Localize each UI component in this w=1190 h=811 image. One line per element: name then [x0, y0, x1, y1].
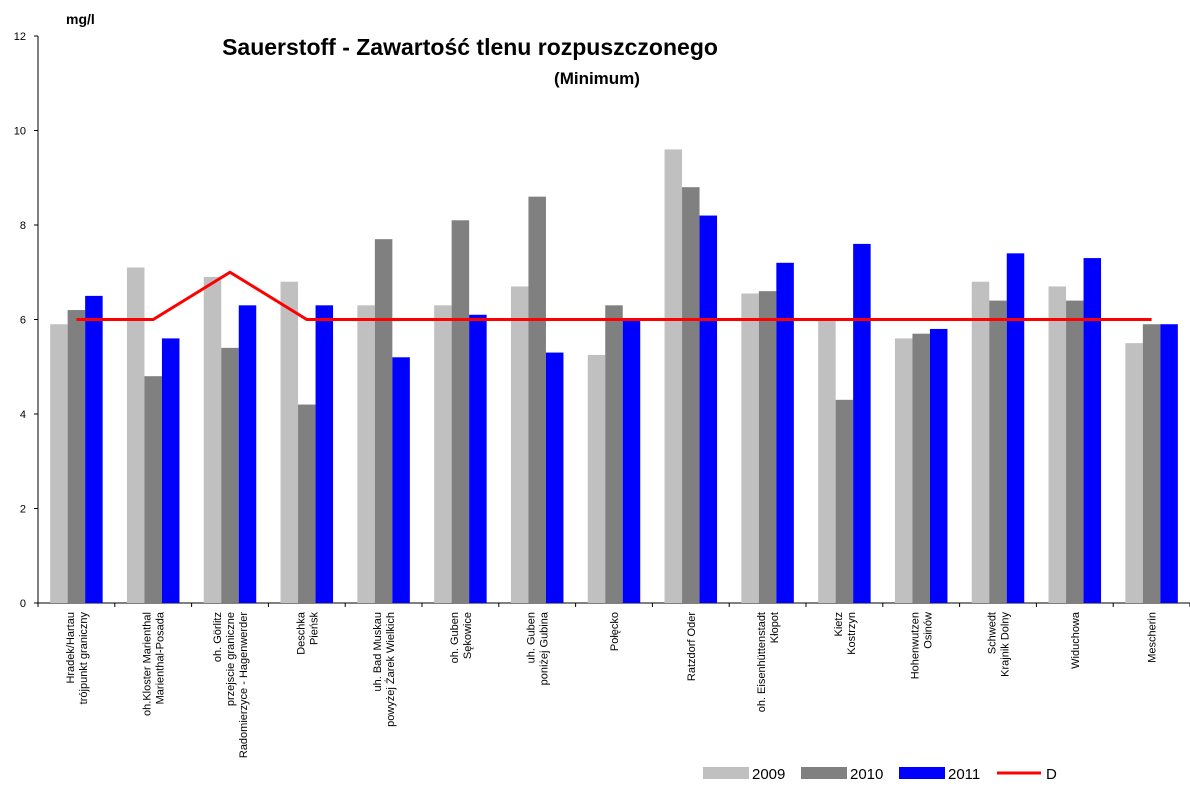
x-tick-label: Kłopot [769, 612, 781, 643]
bar [221, 347, 239, 603]
bar [315, 305, 334, 603]
bar [929, 328, 948, 603]
x-tick-label: Radomierzyce - Hagenwerder [238, 612, 250, 758]
bar [1142, 324, 1161, 603]
bar [203, 276, 222, 603]
bar [374, 239, 393, 604]
x-tick-label: Krajnik Dolny [1000, 612, 1012, 677]
x-tick-label: Deschka [295, 611, 307, 655]
x-tick-label: Mescherin [1147, 612, 1159, 663]
bar [161, 338, 180, 603]
bar [741, 293, 759, 603]
y-tick-label: 12 [14, 31, 26, 43]
x-tick-label: oh. Eisenhüttenstadt [756, 612, 768, 712]
bar [1125, 343, 1143, 603]
bar [1066, 300, 1084, 603]
bar [528, 196, 546, 603]
y-tick-label: 6 [20, 315, 26, 327]
bar [1006, 253, 1025, 603]
bar [835, 399, 854, 603]
bar [451, 220, 470, 603]
x-tick-label: przejscie graniczne [225, 612, 237, 706]
bar [50, 324, 68, 603]
bar [469, 314, 487, 603]
x-tick-label: oh.Kloster Marienthal [142, 612, 154, 716]
bar [1083, 258, 1102, 603]
bar [818, 319, 836, 603]
bar [510, 286, 529, 603]
legend-swatch [899, 767, 945, 779]
legend-label: 2011 [948, 766, 980, 783]
y-tick-label: 10 [14, 126, 26, 138]
bar [587, 354, 606, 603]
x-tick-label: Sękowice [462, 612, 474, 659]
x-tick-label: poniżej Gubina [539, 611, 551, 685]
bar [989, 300, 1007, 603]
bar [894, 338, 913, 603]
bar [699, 215, 718, 604]
y-tick-label: 2 [20, 504, 26, 516]
legend-label: D [1046, 766, 1057, 783]
legend-swatch [703, 767, 749, 779]
bar [280, 281, 299, 603]
x-tick-label: trójpunkt graniczny [78, 612, 90, 705]
x-tick-label: Pieńsk [308, 612, 320, 646]
x-tick-label: Widuchowa [1070, 611, 1082, 669]
legend-label: 2010 [850, 766, 883, 783]
x-tick-label: Połęcko [609, 612, 621, 651]
x-tick-label: powyżej Żarek Wielkich [384, 612, 397, 727]
chart-title: Sauerstoff - Zawartość tlenu rozpuszczon… [222, 34, 718, 60]
bar [392, 357, 410, 603]
bar [622, 319, 641, 603]
bar [298, 404, 316, 603]
x-tick-label: Ratzdorf Oder [686, 612, 698, 681]
x-tick-label: Marienthal-Posada [155, 611, 167, 704]
bar [238, 305, 257, 603]
bar [605, 305, 623, 603]
x-tick-label: uh. Guben [526, 612, 538, 663]
bar [67, 310, 86, 603]
bar [758, 291, 777, 603]
x-tick-label: oh. Guben [449, 612, 461, 663]
bar [912, 333, 930, 603]
x-tick-label: oh. Görlitz [212, 612, 224, 662]
y-tick-label: 0 [20, 598, 26, 610]
bar [853, 243, 871, 603]
x-tick-label: Hradek/Hartau [65, 612, 77, 684]
bar [144, 376, 162, 603]
y-tick-label: 4 [20, 409, 26, 421]
legend-label: 2009 [752, 766, 785, 783]
bar [664, 149, 683, 603]
x-tick-label: Schwedt [987, 612, 999, 654]
x-tick-label: Kietz [833, 612, 845, 636]
y-axis-label: mg/l [66, 11, 95, 27]
bar [971, 281, 990, 603]
x-tick-label: Kostrzyn [846, 612, 858, 655]
bar [682, 187, 700, 603]
x-tick-label: Osinów [923, 612, 935, 649]
legend-swatch [801, 767, 847, 779]
bar [1160, 324, 1178, 603]
chart-subtitle: (Minimum) [554, 69, 640, 88]
bar [126, 267, 145, 603]
bar [357, 305, 375, 603]
x-tick-label: uh. Bad Muskau [372, 612, 384, 692]
bar [545, 352, 564, 603]
bar [776, 262, 794, 603]
bar [1048, 286, 1067, 603]
line [76, 270, 1152, 321]
x-tick-label: Hohenwutzen [910, 612, 922, 679]
y-tick-label: 8 [20, 220, 26, 232]
bar [85, 295, 103, 603]
bar [434, 305, 452, 603]
